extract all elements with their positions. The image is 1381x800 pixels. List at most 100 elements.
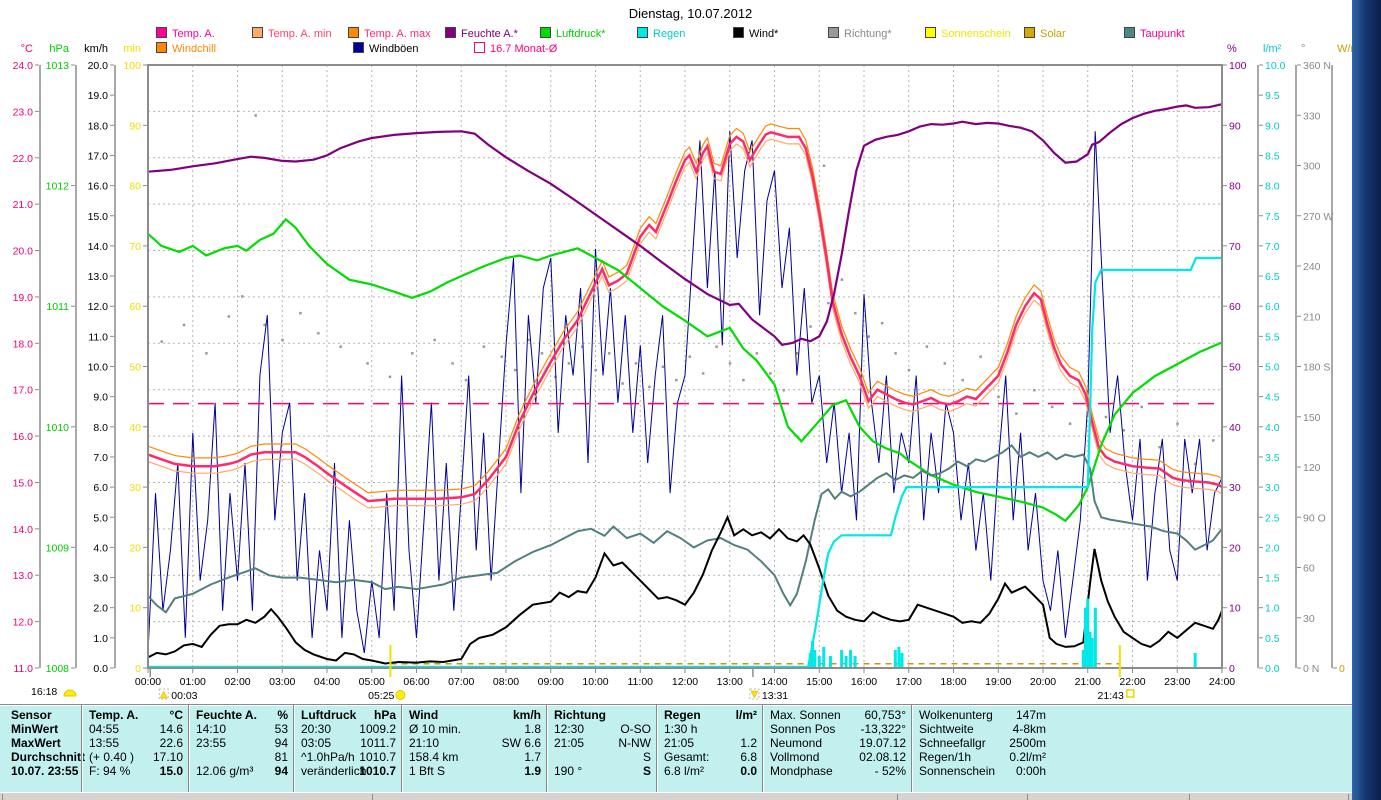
- svg-text:1012: 1012: [46, 181, 70, 193]
- table-cell: 6.8: [740, 750, 757, 764]
- svg-text:7.0: 7.0: [93, 452, 108, 464]
- table-cell: Neumond: [770, 736, 823, 750]
- table-cell: F: 94 %: [89, 764, 131, 778]
- table-cell: 21:10: [409, 736, 440, 750]
- legend-item-16-7-monat-[interactable]: 16.7 Monat-Ø: [474, 42, 557, 55]
- svg-text:80: 80: [1229, 181, 1241, 193]
- chart-title: Dienstag, 10.07.2012: [628, 6, 753, 21]
- svg-text:20:00: 20:00: [1030, 676, 1056, 688]
- svg-text:19:00: 19:00: [985, 676, 1011, 688]
- status-bar: [0, 792, 1352, 800]
- legend-item-regen[interactable]: Regen: [637, 27, 685, 40]
- legend-item-temp-a-max[interactable]: Temp. A. max: [348, 27, 431, 40]
- legend-item-temp-a-min[interactable]: Temp. A. min: [252, 27, 332, 40]
- table-cell: 53: [274, 722, 288, 736]
- svg-text:1.5: 1.5: [1265, 573, 1280, 585]
- table-cell: 1:30 h: [664, 722, 698, 736]
- table-cell: Durchschnitt: [11, 750, 86, 764]
- table-column-feuchte-a-: Feuchte A.% 14:10 53 23:55 94 81 12.06 g/m³ 94: [188, 705, 294, 793]
- table-cell: - 52%: [874, 764, 906, 778]
- table-cell: veränderlich: [301, 764, 367, 778]
- legend-swatch: [733, 27, 744, 38]
- legend-item-windchill[interactable]: Windchill: [156, 42, 216, 55]
- table-cell: 21:05: [664, 736, 695, 750]
- statusbar-separator: [372, 794, 373, 800]
- table-cell: 23:55: [196, 736, 227, 750]
- svg-text:2.0: 2.0: [93, 603, 108, 615]
- table-cell: 81: [274, 750, 288, 764]
- moon-icon-box: [749, 688, 760, 700]
- svg-text:16:00: 16:00: [851, 676, 877, 688]
- statusbar-separator: [1027, 794, 1028, 800]
- table-cell: 1011.7: [360, 736, 396, 750]
- table-cell: 12.06 g/m³: [196, 764, 254, 778]
- svg-text:90: 90: [1229, 120, 1241, 132]
- svg-text:60: 60: [1229, 301, 1241, 313]
- svg-text:0: 0: [1229, 663, 1235, 675]
- series-temp-max: [148, 123, 1222, 494]
- legend-item-taupunkt[interactable]: Taupunkt: [1124, 27, 1185, 40]
- table-cell: 158.4 km: [409, 750, 459, 764]
- event-time: 00:03: [171, 690, 197, 702]
- svg-text:24.0: 24.0: [13, 60, 34, 72]
- legend-item-feuchte-a-[interactable]: Feuchte A.*: [445, 27, 518, 40]
- svg-text:150: 150: [1303, 412, 1321, 424]
- svg-text:30: 30: [1229, 482, 1241, 494]
- series-windboeen: [148, 131, 1222, 653]
- legend: Temp. A. Temp. A. min Temp. A. max Feuchte …: [0, 0, 1381, 60]
- svg-text:11.0: 11.0: [88, 331, 108, 343]
- svg-text:1.0: 1.0: [93, 633, 108, 645]
- series-temp-a: [148, 130, 1222, 503]
- table-info-column-1: Wolkenunterg 147m Sichtweite 4-8km Schneefal…: [911, 705, 1052, 793]
- svg-text:20: 20: [1229, 542, 1241, 554]
- legend-item-wind-[interactable]: Wind*: [733, 27, 778, 40]
- table-cell: 1009.2: [359, 722, 396, 736]
- svg-text:11.0: 11.0: [13, 663, 33, 675]
- legend-label: Temp. A. min: [268, 28, 332, 40]
- svg-text:05:00: 05:00: [359, 676, 385, 688]
- svg-text:9.0: 9.0: [1265, 120, 1280, 132]
- table-cell: 12:30: [554, 722, 585, 736]
- svg-text:20.0: 20.0: [88, 60, 109, 72]
- table-cell: Wind: [409, 708, 439, 722]
- svg-text:10: 10: [1229, 603, 1241, 615]
- legend-item-solar[interactable]: Solar: [1024, 27, 1066, 40]
- table-cell: 19.07.12: [859, 736, 906, 750]
- table-column-temp-a-: Temp. A. °C 04:55 14.6 13:55 22.6 (+ 0.40 ) 17.…: [81, 705, 189, 793]
- svg-text:13:00: 13:00: [717, 676, 743, 688]
- table-cell: Luftdruck: [301, 708, 357, 722]
- legend-item-luftdruck-[interactable]: Luftdruck*: [540, 27, 606, 40]
- legend-label: Solar: [1040, 28, 1066, 40]
- axis-header: l/m²: [1263, 43, 1282, 55]
- svg-text:1011: 1011: [46, 301, 69, 313]
- svg-text:2.0: 2.0: [1265, 542, 1280, 554]
- table-cell: 02.08.12: [859, 750, 906, 764]
- svg-text:60: 60: [129, 301, 141, 313]
- table-cell: 1010.7: [359, 750, 396, 764]
- sunset-square-icon: [1126, 689, 1135, 698]
- svg-text:10:00: 10:00: [582, 676, 608, 688]
- table-cell: ^1.0hPa/h: [301, 750, 355, 764]
- svg-text:10.0: 10.0: [1265, 60, 1286, 72]
- legend-label: Taupunkt: [1140, 28, 1185, 40]
- table-cell: O-SO: [620, 722, 651, 736]
- legend-item-windb-en[interactable]: Windböen: [353, 42, 419, 55]
- axis-header: min: [123, 43, 141, 55]
- table-cell: Richtung: [554, 708, 606, 722]
- svg-text:4.0: 4.0: [1265, 422, 1280, 434]
- svg-text:1013: 1013: [46, 60, 70, 72]
- table-cell: Mondphase: [770, 764, 833, 778]
- table-cell: MinWert: [11, 722, 59, 736]
- axis-header: %: [1227, 43, 1237, 55]
- svg-text:50: 50: [129, 362, 141, 374]
- legend-item-richtung-[interactable]: Richtung*: [828, 27, 892, 40]
- legend-label: Wind*: [749, 28, 779, 40]
- svg-text:13.0: 13.0: [88, 271, 109, 283]
- series-wind: [148, 514, 1222, 665]
- legend-label: Sonnenschein: [941, 28, 1011, 40]
- legend-item-sonnenschein[interactable]: Sonnenschein: [925, 27, 1011, 40]
- svg-text:240: 240: [1303, 261, 1321, 273]
- legend-item-temp-a-[interactable]: Temp. A.: [156, 27, 215, 40]
- svg-text:14.0: 14.0: [13, 524, 34, 536]
- table-cell: 15.0: [159, 764, 183, 778]
